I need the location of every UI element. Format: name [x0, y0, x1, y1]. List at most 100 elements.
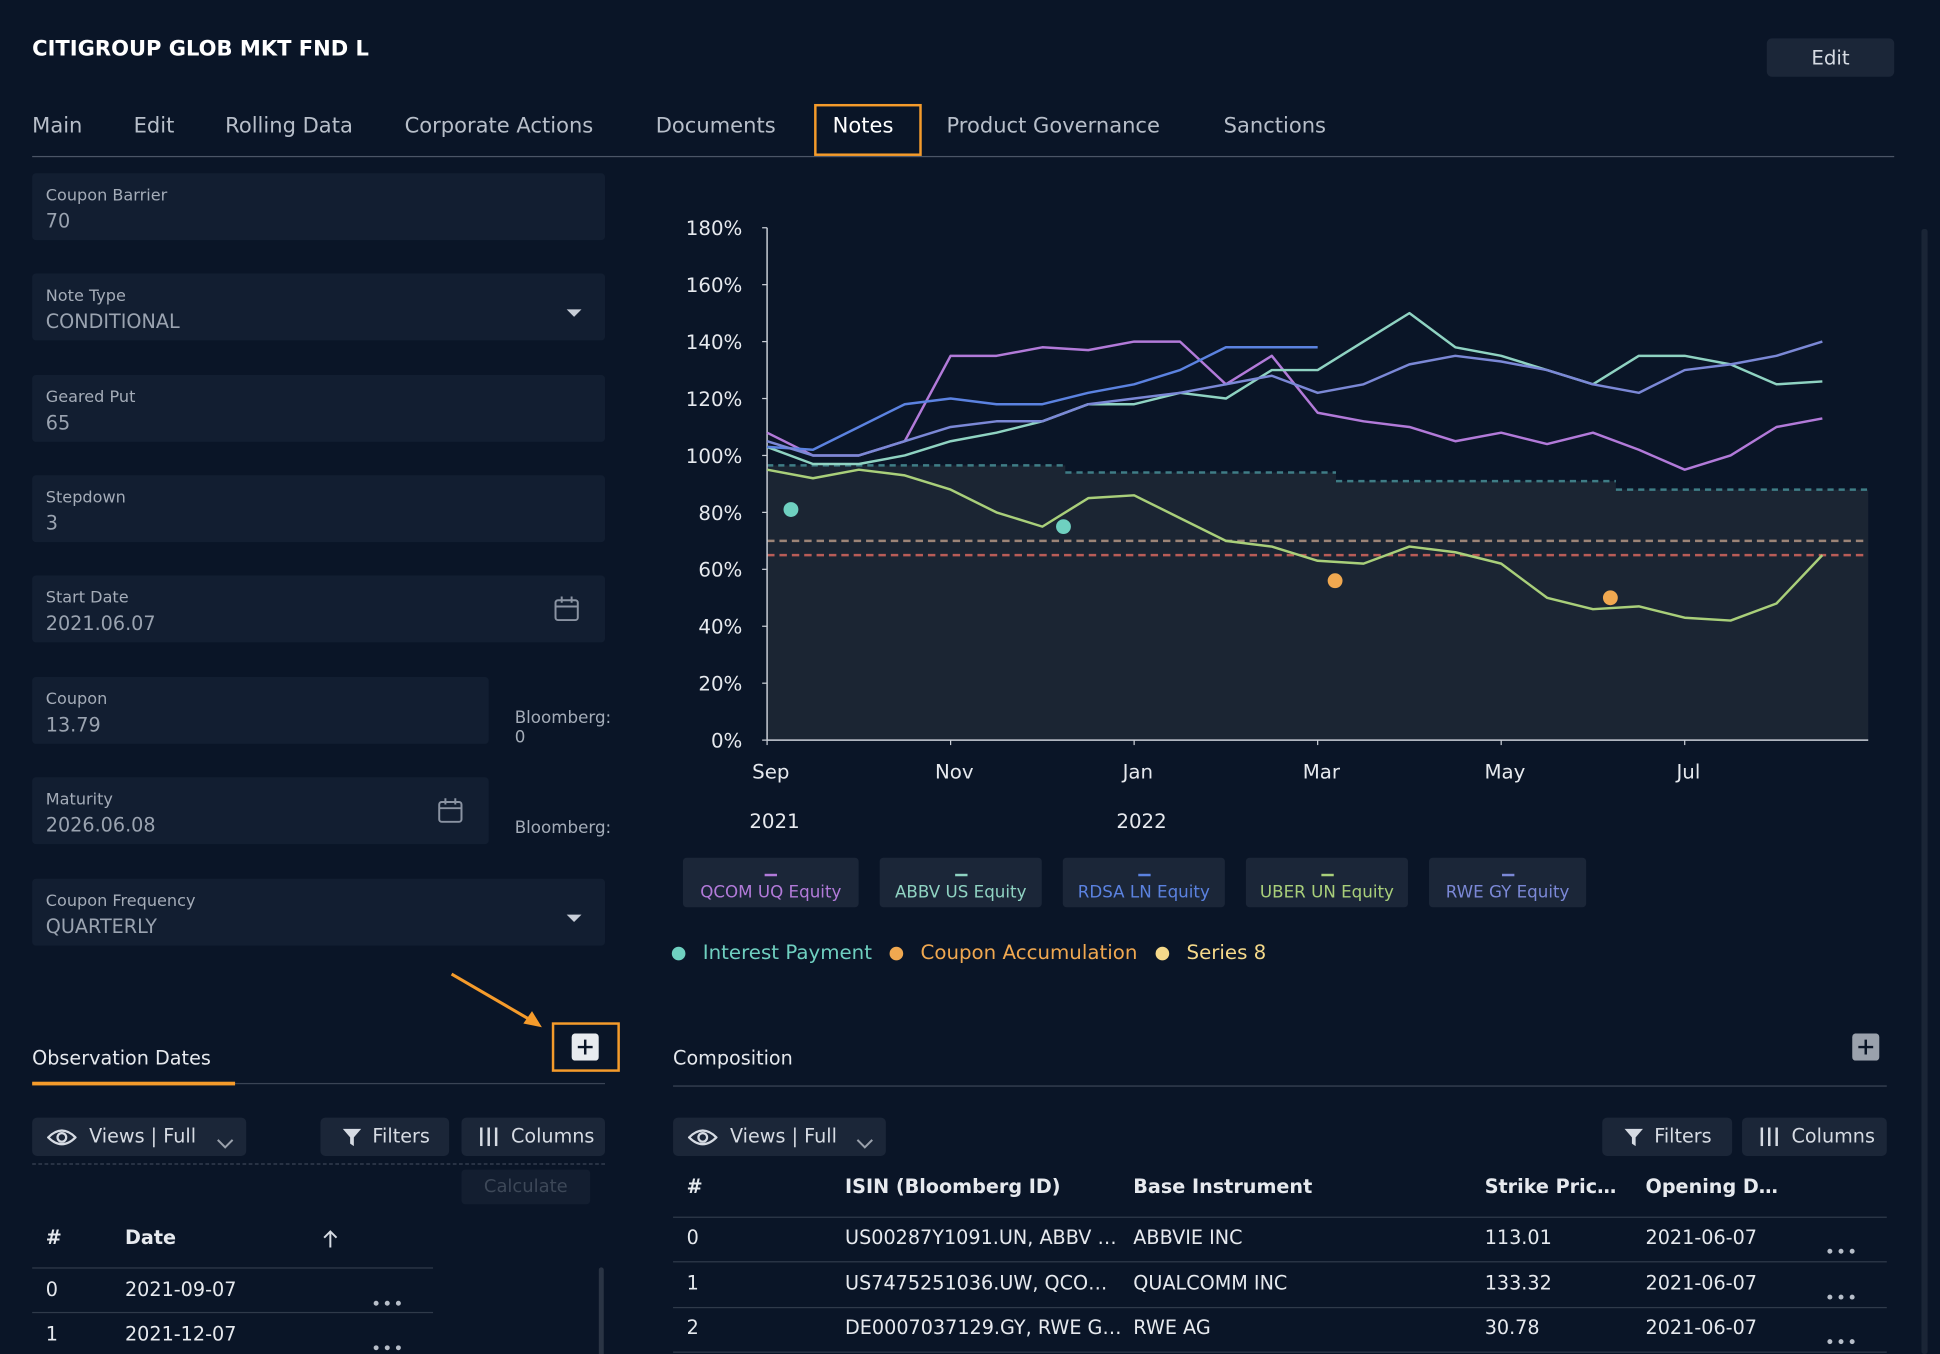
filters-button[interactable]: Filters	[320, 1117, 450, 1156]
edit-button[interactable]: Edit	[1766, 38, 1895, 77]
add-observation-button[interactable]	[571, 1033, 599, 1065]
tab[interactable]: Notes	[832, 113, 894, 139]
form-field[interactable]: Note Type CONDITIONAL	[32, 273, 606, 341]
row-divider	[673, 1261, 1887, 1263]
table-cell: US00287Y1091.UN, ABBV …	[845, 1226, 1117, 1249]
table-cell: QUALCOMM INC	[1133, 1271, 1288, 1294]
form-field[interactable]: Coupon Frequency QUARTERLY	[32, 878, 606, 946]
column-header[interactable]: Date	[124, 1226, 176, 1249]
section-title[interactable]: Observation Dates	[32, 1047, 211, 1070]
series-line	[767, 346, 1318, 452]
field-label: Coupon	[45, 690, 108, 710]
side-label: Bloomberg:	[514, 707, 612, 728]
views-button[interactable]: Views | Full	[32, 1117, 247, 1156]
form-field[interactable]: Coupon 13.79	[32, 677, 489, 744]
legend-button[interactable]: ABBV US Equity	[879, 857, 1042, 908]
field-label: Note Type	[45, 287, 126, 306]
y-tick-label: 40%	[698, 616, 742, 639]
toolbar-divider	[32, 1163, 606, 1165]
form-field[interactable]: Start Date 2021.06.07	[32, 575, 606, 643]
header-divider	[32, 1267, 434, 1269]
legend-label[interactable]: Interest Payment	[702, 940, 873, 965]
column-header[interactable]: Base Instrument	[1133, 1175, 1313, 1199]
row-divider	[673, 1306, 1887, 1308]
y-tick-label: 180%	[686, 217, 743, 240]
dropdown-caret	[565, 301, 582, 325]
panel-scrollbar	[1921, 228, 1928, 1354]
legend-swatch	[954, 873, 967, 876]
legend-button[interactable]: RWE GY Equity	[1429, 857, 1587, 908]
legend-button[interactable]: QCOM UQ Equity	[682, 857, 859, 908]
tab[interactable]: Product Governance	[946, 113, 1160, 139]
filters-button[interactable]: Filters	[1602, 1117, 1733, 1156]
series-line	[766, 468, 1824, 622]
tab[interactable]: Edit	[133, 113, 175, 139]
chart: 0% 20% 40% 60% 80% 100% 120% 140% 160% 180% Sep Nov…	[686, 217, 1869, 833]
table-cell: 2021-09-07	[124, 1278, 237, 1301]
form-field[interactable]: Stepdown 3	[32, 475, 606, 543]
legend-label[interactable]: Coupon Accumulation	[920, 940, 1138, 965]
y-tick-label: 140%	[686, 331, 743, 354]
series-line	[766, 340, 1823, 471]
row-menu[interactable]	[1826, 1282, 1856, 1306]
row-divider	[32, 1311, 434, 1314]
tab[interactable]: Rolling Data	[225, 113, 353, 139]
page-title: CITIGROUP GLOB MKT FND L	[32, 37, 369, 62]
field-value: 65	[45, 412, 71, 435]
x-tick-label: Mar	[1303, 760, 1341, 783]
legend-button[interactable]: UBER UN Equity	[1245, 857, 1408, 908]
tab-divider	[32, 155, 1895, 158]
section-underline	[673, 1085, 1887, 1087]
x-tick-label: Nov	[935, 760, 974, 783]
y-tick-label: 160%	[686, 274, 743, 297]
event-point	[1327, 573, 1343, 589]
legend-swatch	[764, 873, 777, 876]
section-title[interactable]: Composition	[673, 1047, 793, 1070]
form-field[interactable]: Coupon Barrier 70	[32, 173, 606, 241]
add-composition-button[interactable]	[1852, 1033, 1880, 1065]
columns-button[interactable]: Columns	[461, 1117, 606, 1156]
field-label: Maturity	[45, 790, 113, 810]
calculate-button[interactable]: Calculate	[461, 1169, 591, 1205]
columns-icon	[479, 1127, 499, 1152]
row-menu[interactable]	[372, 1288, 402, 1312]
form-field[interactable]: Maturity 2026.06.08	[32, 777, 489, 845]
chevron	[217, 1132, 234, 1154]
filters-label: Filters	[372, 1125, 430, 1148]
x-tick-label: May	[1484, 760, 1525, 783]
form-field[interactable]: Geared Put 65	[32, 375, 606, 442]
row-menu[interactable]	[1826, 1236, 1856, 1260]
eye-icon	[46, 1128, 78, 1153]
row-menu[interactable]	[372, 1333, 402, 1354]
field-value: QUARTERLY	[45, 915, 157, 939]
field-value: 2021.06.07	[45, 612, 156, 635]
columns-icon	[1759, 1127, 1779, 1152]
tab[interactable]: Documents	[655, 113, 776, 139]
legend-swatch	[1320, 873, 1334, 876]
legend-swatch	[1501, 873, 1514, 876]
x-tick-label: Jan	[1121, 760, 1153, 783]
tab[interactable]: Sanctions	[1223, 113, 1327, 139]
legend-button[interactable]: RDSA LN Equity	[1062, 857, 1225, 908]
columns-button[interactable]: Columns	[1742, 1117, 1887, 1156]
column-header[interactable]: ISIN (Bloomberg ID)	[845, 1175, 1061, 1199]
eye-icon	[687, 1128, 718, 1153]
row-menu[interactable]	[1826, 1327, 1856, 1351]
column-header[interactable]: Opening D…	[1645, 1175, 1778, 1199]
column-header[interactable]: #	[686, 1175, 703, 1199]
field-value: CONDITIONAL	[45, 310, 180, 333]
legend-label[interactable]: Series 8	[1186, 940, 1267, 965]
columns-label: Columns	[510, 1125, 595, 1148]
tab[interactable]: Corporate Actions	[404, 113, 594, 139]
table-cell: ABBVIE INC	[1133, 1226, 1243, 1249]
views-label: Views | Full	[729, 1125, 837, 1148]
views-button[interactable]: Views | Full	[673, 1117, 886, 1156]
stepdown-area	[767, 465, 1869, 741]
column-header[interactable]: #	[45, 1226, 62, 1249]
table-cell: 30.78	[1484, 1316, 1540, 1340]
calendar-icon	[553, 595, 580, 627]
column-header[interactable]: Strike Pric…	[1484, 1175, 1617, 1199]
event-point	[1602, 590, 1618, 606]
highlight-box	[551, 1022, 620, 1072]
tab[interactable]: Main	[32, 113, 83, 139]
